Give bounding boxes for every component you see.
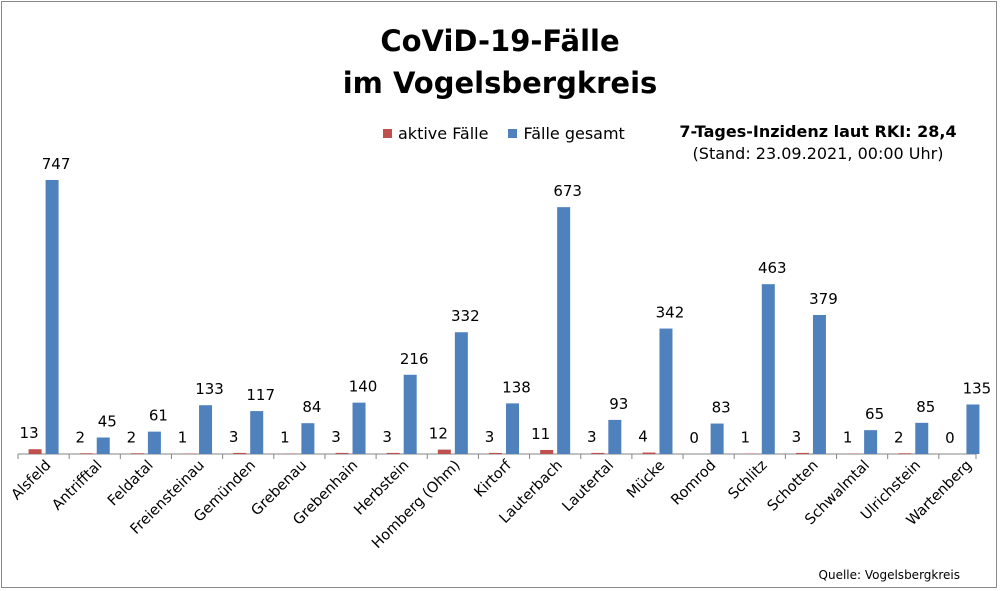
- x-tick-label-1: Antrifftal: [49, 458, 105, 514]
- legend-label-active: aktive Fälle: [398, 124, 489, 143]
- bar-active-4: [233, 452, 247, 454]
- chart-title-line-1: CoViD-19-Fälle: [380, 24, 620, 58]
- data-label-active-4: 3: [229, 428, 239, 446]
- data-label-active-15: 3: [792, 428, 802, 446]
- chart-title-line-2: im Vogelsbergkreis: [342, 66, 658, 100]
- data-label-active-10: 11: [531, 425, 550, 443]
- legend-label-total: Fälle gesamt: [523, 124, 625, 143]
- bar-total-9: [506, 403, 519, 454]
- data-label-total-11: 93: [609, 395, 628, 413]
- data-label-total-4: 117: [246, 386, 275, 404]
- data-label-active-13: 0: [689, 429, 699, 447]
- bar-total-14: [761, 284, 775, 454]
- data-label-active-8: 12: [429, 425, 448, 443]
- incidence-value: 7-Tages-Inzidenz laut RKI: 28,4: [679, 122, 957, 141]
- data-label-total-0: 747: [42, 155, 71, 173]
- data-label-active-14: 1: [741, 429, 751, 447]
- data-label-total-3: 133: [195, 380, 224, 398]
- data-label-active-12: 4: [638, 428, 648, 446]
- bar-total-10: [557, 207, 571, 454]
- bar-total-3: [199, 405, 213, 454]
- data-label-active-7: 3: [382, 428, 392, 446]
- data-label-total-2: 61: [149, 407, 168, 425]
- x-tick-label-12: Mücke: [624, 457, 668, 501]
- data-label-active-5: 1: [280, 429, 290, 447]
- data-label-active-2: 2: [127, 428, 137, 446]
- bar-total-2: [147, 431, 161, 454]
- x-tick-label-8: Homberg (Ohm): [369, 458, 463, 552]
- data-label-total-16: 65: [865, 405, 884, 423]
- data-label-total-15: 379: [809, 290, 838, 308]
- bar-active-1: [79, 453, 93, 454]
- bar-total-4: [250, 411, 264, 454]
- bar-active-10: [540, 449, 554, 454]
- data-label-active-16: 1: [843, 429, 853, 447]
- bar-active-15: [795, 452, 809, 454]
- legend-swatch-total: [508, 129, 518, 138]
- bar-total-7: [403, 374, 417, 454]
- bar-active-9: [489, 452, 502, 454]
- bar-active-0: [28, 449, 42, 454]
- data-label-total-8: 332: [451, 307, 480, 325]
- data-label-total-18: 135: [963, 379, 992, 397]
- source-note: Quelle: Vogelsbergkreis: [818, 568, 960, 582]
- bar-active-7: [386, 452, 400, 454]
- bar-active-17: [898, 453, 912, 454]
- bar-active-8: [437, 449, 451, 454]
- x-tick-label-2: Feldatal: [105, 458, 157, 510]
- bar-active-12: [642, 452, 656, 454]
- x-tick-label-9: Kirtorf: [472, 457, 516, 501]
- bar-total-16: [864, 430, 878, 454]
- bar-total-5: [301, 423, 315, 454]
- bar-total-6: [352, 402, 366, 454]
- bar-active-6: [335, 452, 349, 454]
- data-label-active-9: 3: [485, 428, 495, 446]
- bar-total-1: [96, 437, 110, 454]
- bar-total-0: [45, 180, 59, 454]
- data-label-active-0: 13: [20, 424, 39, 442]
- data-label-total-1: 45: [98, 412, 117, 430]
- data-label-active-18: 0: [945, 429, 955, 447]
- x-tick-label-13: Romrod: [668, 458, 719, 509]
- bar-total-13: [710, 423, 724, 454]
- legend-swatch-active: [383, 129, 392, 138]
- data-label-total-7: 216: [400, 350, 429, 368]
- data-label-total-13: 83: [712, 399, 731, 417]
- bar-total-11: [608, 419, 622, 454]
- data-label-active-6: 3: [331, 428, 341, 446]
- data-label-active-1: 2: [75, 428, 85, 446]
- x-tick-label-11: Lautertal: [560, 458, 618, 516]
- bar-active-2: [130, 453, 144, 454]
- data-label-total-10: 673: [553, 182, 582, 200]
- data-label-total-5: 84: [302, 398, 321, 416]
- data-label-active-17: 2: [894, 428, 904, 446]
- bar-total-17: [915, 422, 929, 454]
- legend: aktive Fälle Fälle gesamt: [383, 124, 645, 143]
- bar-total-18: [966, 404, 980, 454]
- data-label-total-17: 85: [916, 398, 935, 416]
- bar-total-15: [812, 314, 826, 454]
- data-label-total-14: 463: [758, 259, 787, 277]
- data-label-total-9: 138: [502, 378, 531, 396]
- legend-item-total: Fälle gesamt: [508, 124, 625, 143]
- incidence-note: 7-Tages-Inzidenz laut RKI: 28,4 (Stand: …: [668, 122, 968, 163]
- incidence-date: (Stand: 23.09.2021, 00:00 Uhr): [692, 144, 944, 163]
- data-label-total-12: 342: [656, 304, 685, 322]
- bar-total-12: [659, 328, 673, 454]
- data-label-active-3: 1: [178, 429, 188, 447]
- bar-total-8: [454, 332, 468, 454]
- legend-item-active: aktive Fälle: [383, 124, 488, 143]
- data-label-active-11: 3: [587, 428, 597, 446]
- data-label-total-6: 140: [349, 378, 378, 396]
- bar-active-11: [591, 452, 605, 454]
- x-tick-label-14: Schlitz: [726, 458, 771, 503]
- x-tick-label-0: Alsfeld: [9, 458, 55, 504]
